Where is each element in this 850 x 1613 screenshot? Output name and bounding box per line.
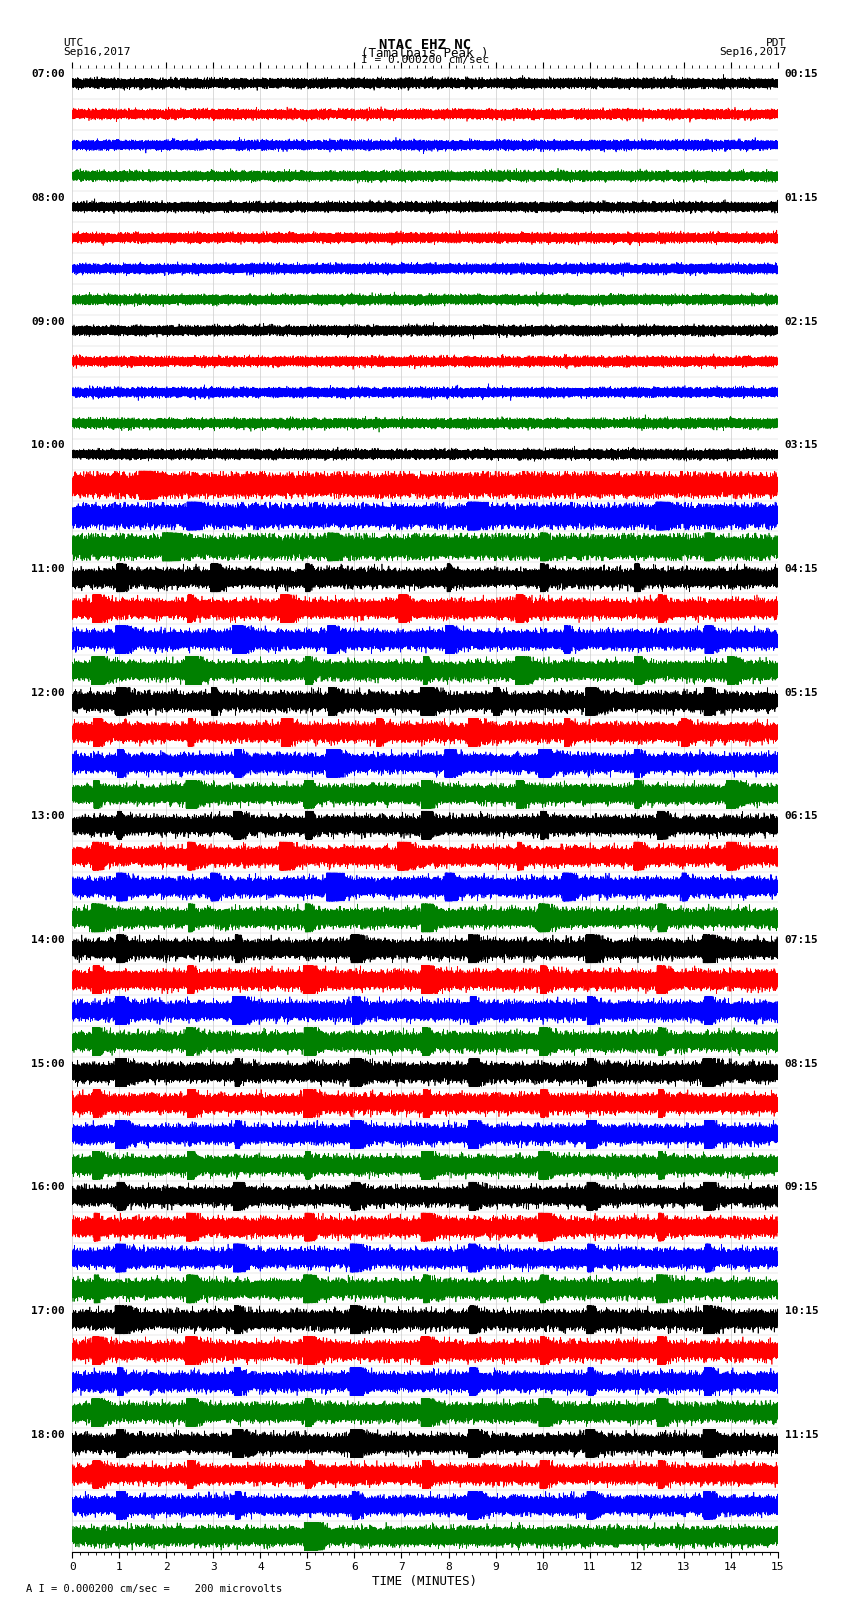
Text: 09:00: 09:00: [31, 316, 65, 326]
Text: NTAC EHZ NC: NTAC EHZ NC: [379, 37, 471, 52]
Text: PDT: PDT: [766, 37, 786, 48]
Text: 00:15: 00:15: [785, 69, 819, 79]
Text: 08:00: 08:00: [31, 194, 65, 203]
Text: 07:15: 07:15: [785, 936, 819, 945]
Text: 03:15: 03:15: [785, 440, 819, 450]
Text: 17:00: 17:00: [31, 1307, 65, 1316]
Text: I = 0.000200 cm/sec: I = 0.000200 cm/sec: [361, 55, 489, 65]
Text: 14:00: 14:00: [31, 936, 65, 945]
Text: 07:00: 07:00: [31, 69, 65, 79]
Text: 02:15: 02:15: [785, 316, 819, 326]
Text: 18:00: 18:00: [31, 1429, 65, 1439]
Text: UTC: UTC: [64, 37, 84, 48]
Text: 11:00: 11:00: [31, 565, 65, 574]
Text: 12:00: 12:00: [31, 687, 65, 697]
X-axis label: TIME (MINUTES): TIME (MINUTES): [372, 1574, 478, 1587]
Text: 15:00: 15:00: [31, 1058, 65, 1068]
Text: (Tamalpais Peak ): (Tamalpais Peak ): [361, 47, 489, 60]
Text: 16:00: 16:00: [31, 1182, 65, 1192]
Text: 04:15: 04:15: [785, 565, 819, 574]
Text: 11:15: 11:15: [785, 1429, 819, 1439]
Text: 05:15: 05:15: [785, 687, 819, 697]
Text: 09:15: 09:15: [785, 1182, 819, 1192]
Text: A I = 0.000200 cm/sec =    200 microvolts: A I = 0.000200 cm/sec = 200 microvolts: [26, 1584, 281, 1594]
Text: 10:00: 10:00: [31, 440, 65, 450]
Text: 01:15: 01:15: [785, 194, 819, 203]
Text: 13:00: 13:00: [31, 811, 65, 821]
Text: 06:15: 06:15: [785, 811, 819, 821]
Text: 10:15: 10:15: [785, 1307, 819, 1316]
Text: Sep16,2017: Sep16,2017: [64, 47, 131, 56]
Text: Sep16,2017: Sep16,2017: [719, 47, 786, 56]
Text: 08:15: 08:15: [785, 1058, 819, 1068]
